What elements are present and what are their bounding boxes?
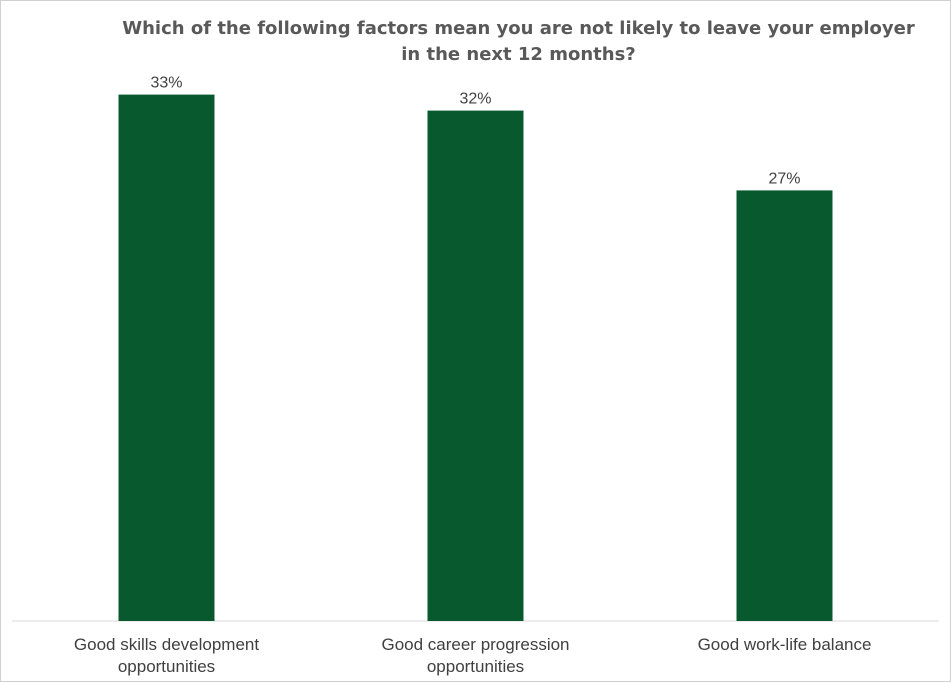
data-label-2: 32%: [459, 91, 491, 108]
category-label-line: Good career progression: [381, 635, 569, 654]
bar-2: [427, 110, 524, 621]
category-label-line: opportunities: [118, 657, 215, 676]
category-label-line: Good skills development: [74, 635, 259, 654]
category-label-2: Good career progression opportunities: [381, 635, 569, 676]
category-label-1: Good skills development opportunities: [74, 635, 259, 676]
category-label-line: Good work-life balance: [698, 635, 872, 654]
chart-title: Which of the following factors mean you …: [122, 18, 915, 65]
bar-1: [118, 94, 215, 622]
category-label-3: Good work-life balance: [698, 635, 872, 654]
bar-3: [736, 190, 833, 621]
category-label-line: opportunities: [427, 657, 524, 676]
data-label-1: 33%: [150, 75, 182, 92]
data-label-3: 27%: [768, 170, 800, 187]
